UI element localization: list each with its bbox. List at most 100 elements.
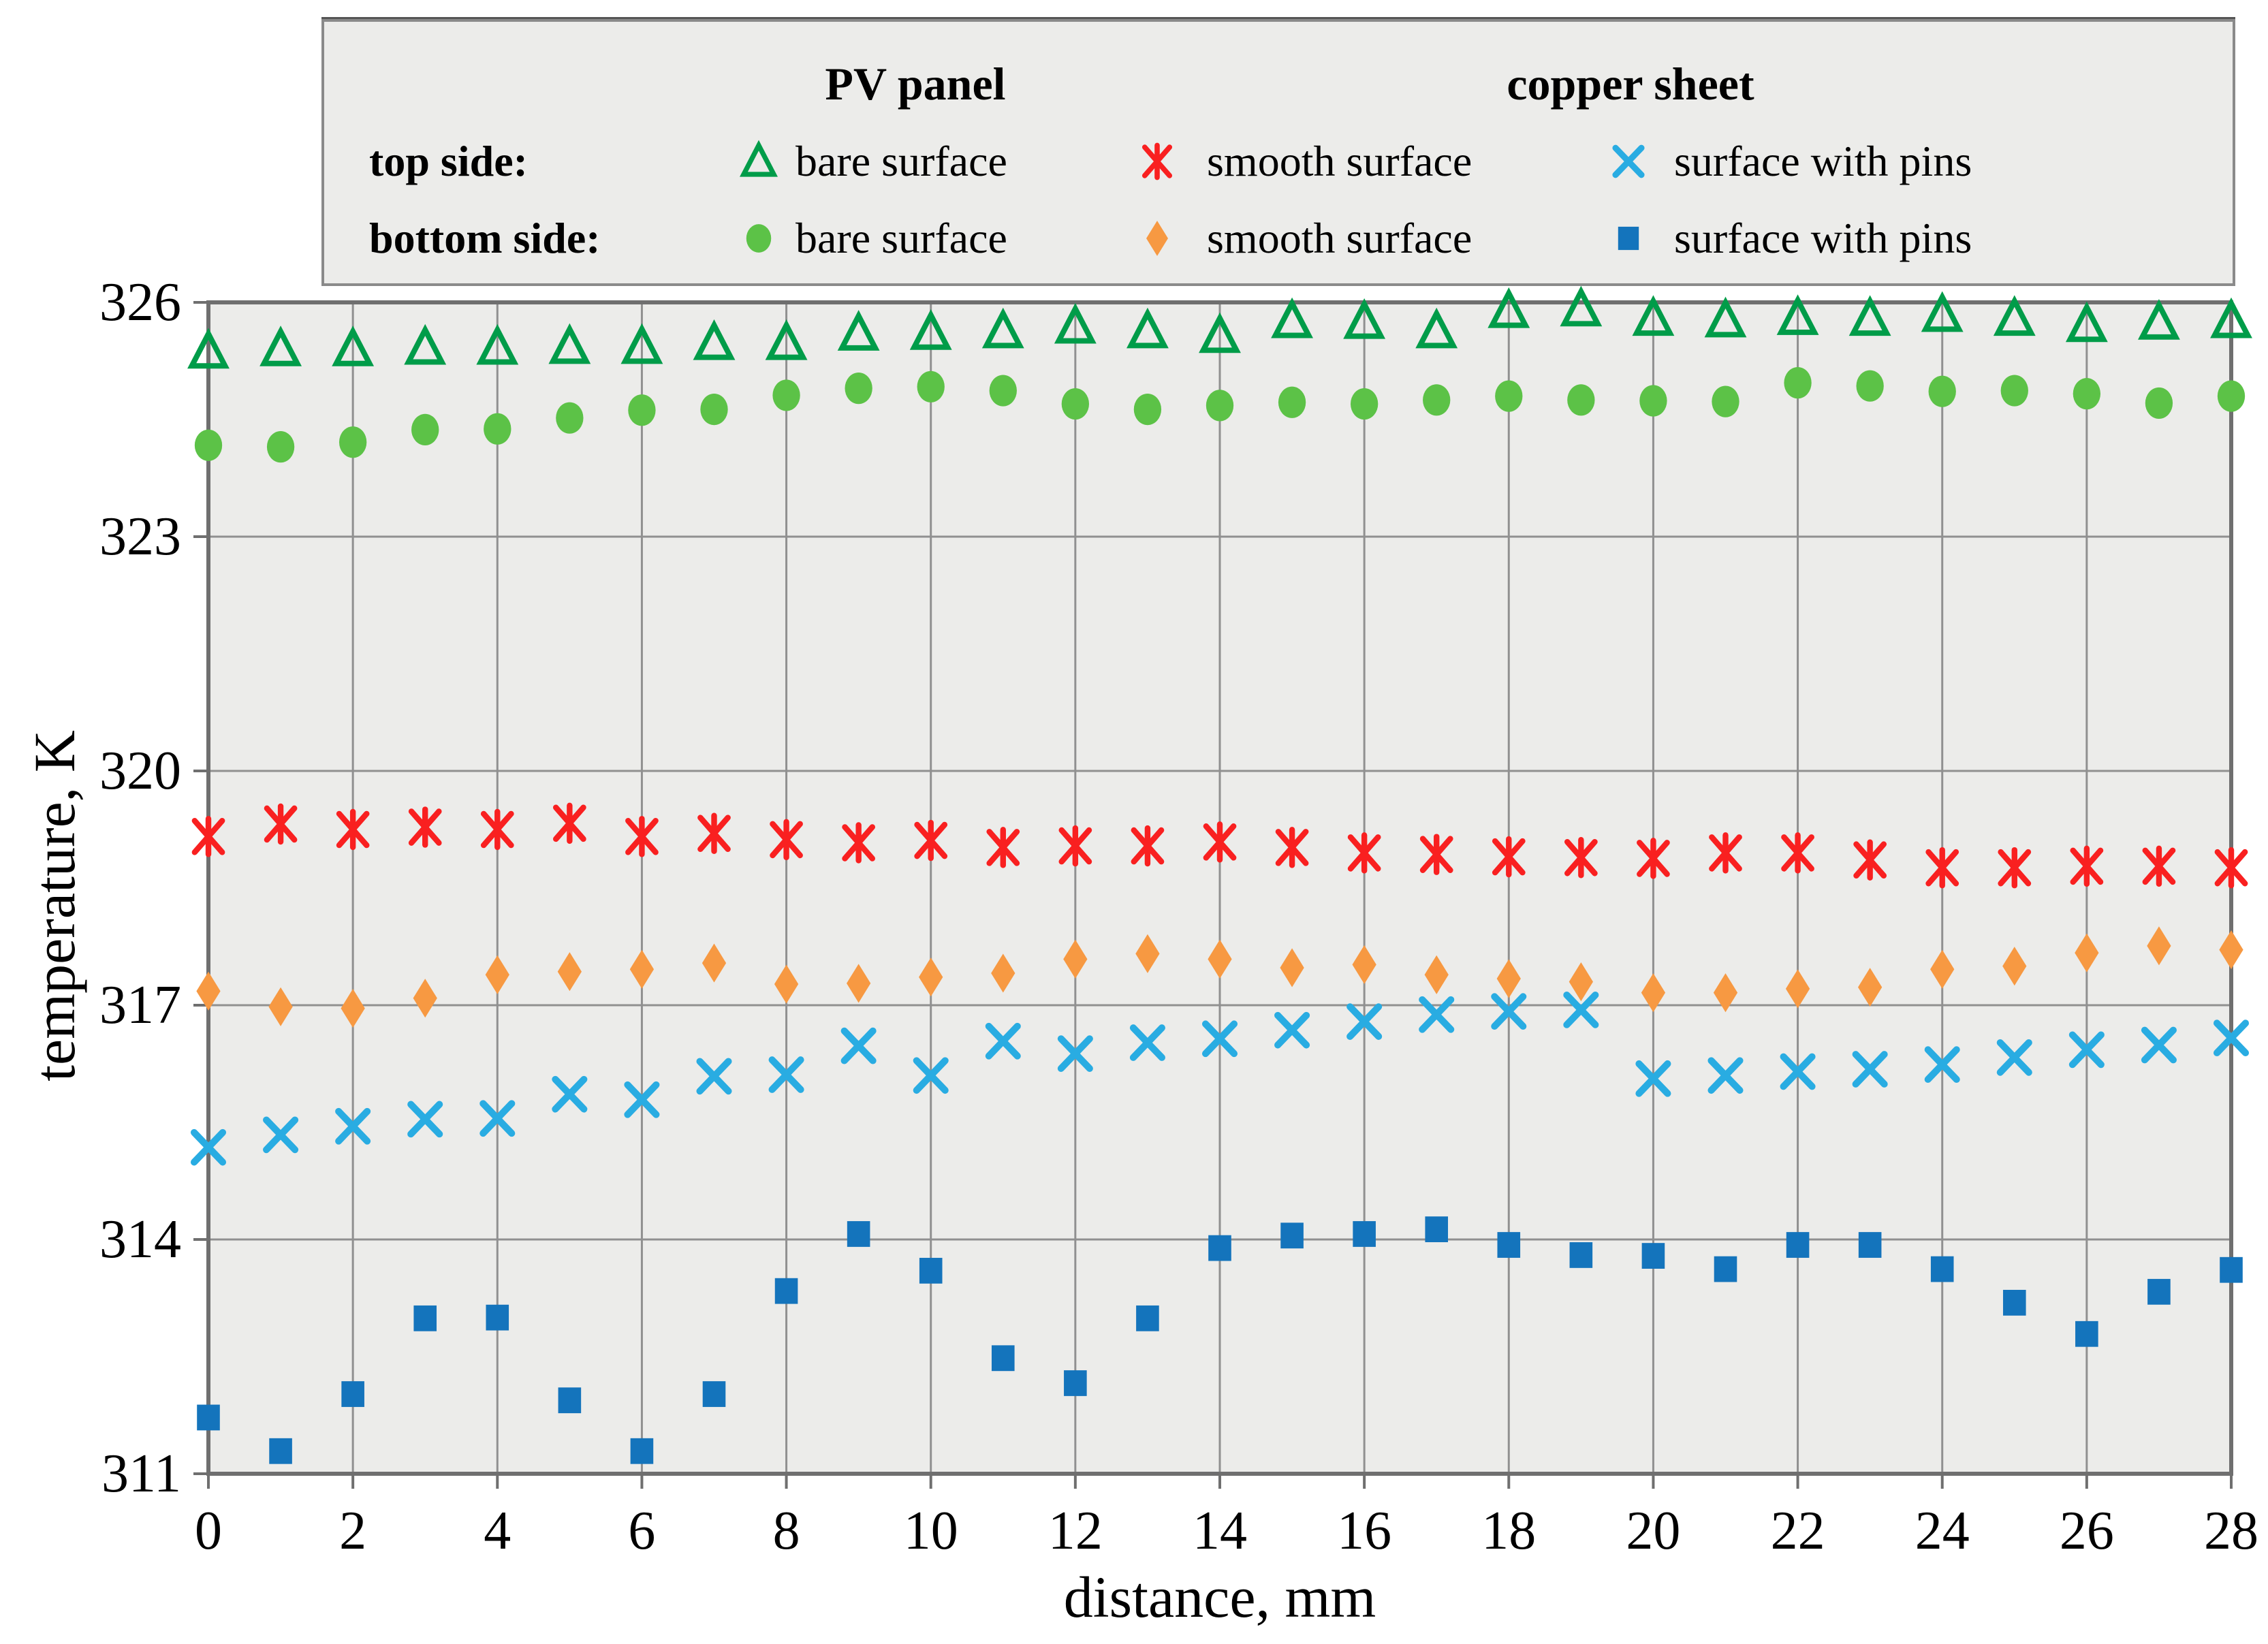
diamond-marker-point bbox=[774, 964, 799, 1004]
asterisk-marker-point bbox=[1781, 832, 1814, 874]
triangle-open-marker-point bbox=[1343, 298, 1386, 339]
triangle-open-marker-point bbox=[548, 323, 591, 364]
circle-marker-point bbox=[1567, 384, 1595, 416]
square-marker-point bbox=[558, 1387, 582, 1414]
asterisk-marker-point bbox=[1564, 837, 1598, 879]
x-tick-label: 22 bbox=[1770, 1501, 1825, 1561]
diamond-marker-point bbox=[1280, 948, 1304, 987]
square-marker-point bbox=[847, 1221, 870, 1247]
series-1 bbox=[194, 367, 2246, 463]
x-marker-point bbox=[1201, 1020, 1238, 1058]
legend-entry-label: smooth surface bbox=[1207, 137, 1472, 185]
y-tick-label: 323 bbox=[99, 507, 181, 567]
x-marker-point bbox=[913, 1057, 949, 1094]
asterisk-marker-point bbox=[408, 806, 442, 848]
triangle-open-marker-point bbox=[1127, 307, 1169, 349]
diamond-marker-point bbox=[2002, 947, 2027, 986]
circle-marker-point bbox=[2145, 387, 2173, 420]
triangle-open-marker-point bbox=[1993, 295, 2036, 336]
triangle-open-marker-point bbox=[1199, 312, 1241, 353]
diamond-marker-point bbox=[557, 952, 582, 992]
x-tick-label: 4 bbox=[484, 1501, 511, 1561]
square-marker-point bbox=[2002, 1289, 2026, 1316]
square-marker-point bbox=[1497, 1232, 1521, 1258]
diamond-marker-point bbox=[2075, 933, 2099, 973]
square-marker-point bbox=[1569, 1242, 1593, 1268]
circle-marker-point bbox=[1061, 388, 1090, 420]
square-marker-point bbox=[269, 1438, 292, 1464]
x-marker-legend bbox=[1612, 144, 1645, 178]
triangle-open-marker-point bbox=[620, 323, 663, 364]
diamond-marker-point bbox=[413, 979, 437, 1018]
circle-marker-point bbox=[2217, 380, 2246, 412]
y-tick-label: 320 bbox=[99, 741, 181, 801]
triangle-open-marker-point bbox=[1704, 296, 1747, 338]
circle-marker-point bbox=[917, 370, 945, 402]
x-marker-point bbox=[985, 1022, 1021, 1060]
x-tick-label: 0 bbox=[195, 1501, 222, 1561]
diamond-marker-point bbox=[196, 971, 221, 1011]
triangle-open-marker-point bbox=[765, 319, 808, 360]
asterisk-marker-point bbox=[1998, 847, 2032, 889]
diamond-marker-point bbox=[1208, 939, 1232, 979]
x-marker-point bbox=[1924, 1046, 1960, 1084]
asterisk-marker-point bbox=[1709, 832, 1742, 874]
triangle-open-marker-point bbox=[1054, 302, 1097, 344]
legend-entry-label: surface with pins bbox=[1674, 214, 1972, 262]
x-tick-label: 28 bbox=[2204, 1501, 2258, 1561]
x-marker-point bbox=[407, 1101, 443, 1138]
square-marker-point bbox=[1208, 1235, 1231, 1261]
square-legend-icon bbox=[1600, 210, 1657, 267]
legend-row-label: top side: bbox=[369, 137, 528, 185]
diamond-marker-point bbox=[268, 987, 293, 1026]
diamond-marker-point bbox=[1496, 959, 1521, 998]
triangle-open-marker-point bbox=[1271, 297, 1313, 338]
square-marker-point bbox=[2220, 1256, 2243, 1283]
legend-entry-label: bare surface bbox=[796, 214, 1007, 262]
square-marker-point bbox=[1641, 1243, 1665, 1269]
x-marker-point bbox=[479, 1100, 516, 1137]
triangle-open-marker-point bbox=[476, 323, 519, 365]
triangle-open-marker-point bbox=[1776, 294, 1819, 335]
triangle-open-marker-point bbox=[837, 310, 880, 351]
square-marker-point bbox=[2147, 1278, 2171, 1305]
x-marker-point bbox=[552, 1075, 588, 1113]
square-marker-point bbox=[919, 1257, 943, 1284]
asterisk-marker-point bbox=[697, 812, 731, 854]
y-tick-label: 326 bbox=[99, 272, 181, 332]
square-marker-point bbox=[197, 1404, 220, 1431]
asterisk-marker-point bbox=[914, 819, 948, 861]
triangle-open-marker-legend bbox=[740, 140, 778, 177]
triangle-open-marker-point bbox=[1848, 295, 1891, 336]
circle-marker-point bbox=[484, 413, 511, 445]
series-5 bbox=[197, 1216, 2243, 1464]
circle-marker-point bbox=[1928, 375, 1956, 407]
asterisk-marker-point bbox=[986, 827, 1020, 868]
triangle-open-marker-point bbox=[2210, 297, 2252, 338]
square-marker-point bbox=[413, 1305, 437, 1331]
legend-header-copper-sheet: copper sheet bbox=[1507, 58, 1754, 110]
x-tick-label: 12 bbox=[1048, 1501, 1103, 1561]
square-marker-point bbox=[1064, 1370, 1087, 1396]
asterisk-marker-point bbox=[842, 822, 876, 864]
asterisk-marker-point bbox=[1131, 825, 1165, 867]
x-marker-point bbox=[1346, 1003, 1383, 1040]
square-marker-point bbox=[991, 1345, 1015, 1372]
circle-marker-point bbox=[1133, 393, 1162, 426]
circle-marker-point bbox=[700, 393, 728, 426]
diamond-marker-point bbox=[1641, 973, 1666, 1013]
legend-entry-label: surface with pins bbox=[1674, 137, 1972, 185]
x-tick-label: 24 bbox=[1915, 1501, 1970, 1561]
circle-marker-point bbox=[1856, 370, 1884, 402]
triangle-open-marker-point bbox=[981, 307, 1024, 349]
legend-box: PV panel copper sheet top side: bare surf… bbox=[321, 19, 2235, 286]
x-marker-point bbox=[2141, 1026, 2177, 1064]
y-tick-label: 317 bbox=[99, 975, 181, 1035]
x-marker-point bbox=[2068, 1031, 2105, 1069]
diamond-marker-point bbox=[1785, 969, 1810, 1009]
asterisk-marker-point bbox=[1925, 847, 1959, 889]
square-marker-point bbox=[486, 1304, 509, 1331]
series-2 bbox=[191, 802, 2248, 889]
x-tick-label: 2 bbox=[339, 1501, 367, 1561]
